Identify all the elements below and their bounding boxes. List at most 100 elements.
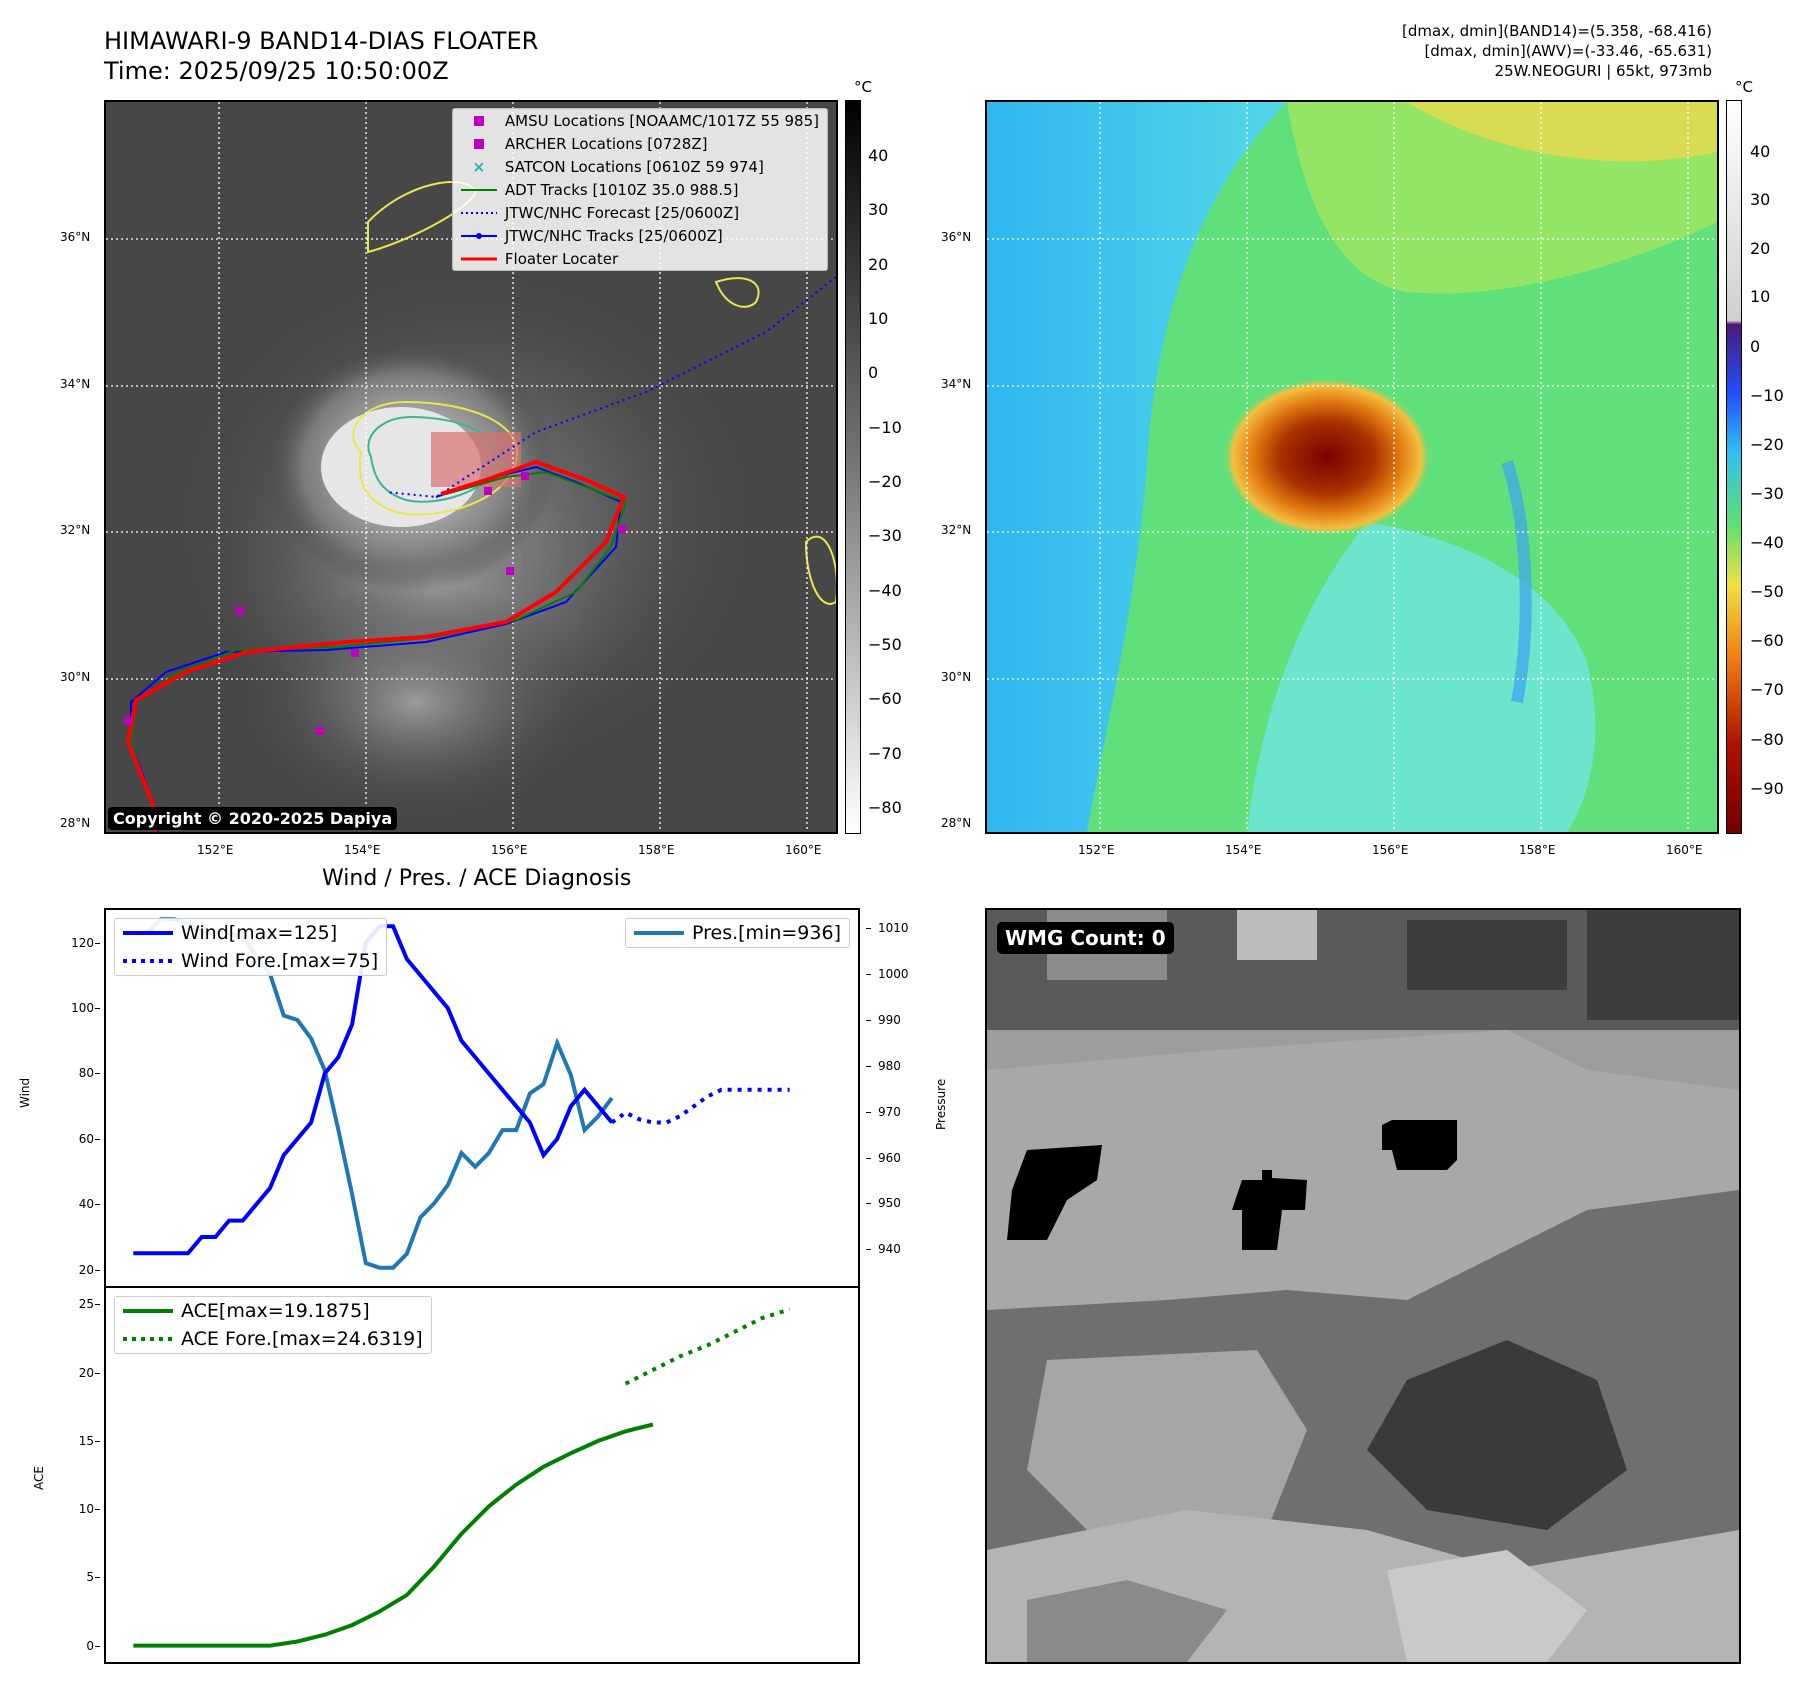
colorbar-tick: −70: [1750, 680, 1784, 699]
colorbar-tick: 40: [1750, 142, 1771, 161]
page-title: HIMAWARI-9 BAND14-DIAS FLOATER: [104, 27, 539, 55]
colorbar-tick: 40: [868, 146, 889, 165]
y-tick-mark: [866, 974, 871, 976]
copyright-badge: Copyright © 2020-2025 Dapiya: [108, 807, 398, 830]
colorbar-tick: −40: [1750, 533, 1784, 552]
wmg-panel: WMG Count: 0: [985, 908, 1741, 1664]
lon-label: 152°E: [1078, 843, 1115, 857]
colorbar-tick: −90: [1750, 779, 1784, 798]
colorbar-tick: −30: [868, 526, 902, 545]
y-tick-label: 20: [78, 1262, 94, 1277]
y-tick-mark: [95, 1509, 100, 1511]
legend-item-wind-forecast: Wind Fore.[max=75]: [123, 950, 379, 972]
y-tick-mark: [866, 1065, 871, 1067]
awv-map-panel: [985, 100, 1719, 834]
y-tick-mark: [95, 1440, 100, 1442]
amsu-archer-markers: [124, 472, 626, 735]
colorbar-tick: −40: [868, 581, 902, 600]
lat-label: 36°N: [60, 230, 91, 244]
colorbar-tick: −80: [1750, 730, 1784, 749]
colorbar-tick: −50: [868, 635, 902, 654]
wind-forecast-series: [610, 1087, 790, 1125]
ir-map-image: [106, 102, 836, 832]
y-tick-mark: [95, 1577, 100, 1579]
y-tick-mark: [95, 1304, 100, 1306]
y-tick-mark: [866, 1203, 871, 1205]
lat-label: 36°N: [941, 230, 972, 244]
colorbar-tick: 10: [1750, 287, 1771, 306]
legend-item-jtwc-forecast: JTWC/NHC Forecast [25/0600Z]: [460, 203, 740, 222]
colorbar-tick: −60: [1750, 631, 1784, 650]
colorbar-tick: −80: [868, 798, 902, 817]
y-tick-label: 10: [78, 1502, 94, 1517]
lat-label: 34°N: [941, 377, 972, 391]
y-tick-mark: [95, 1008, 100, 1010]
colorbar-tick: 20: [1750, 239, 1771, 258]
pressure-ylabel: Pressure: [934, 1078, 948, 1130]
lat-label: 30°N: [941, 670, 972, 684]
legend-item-ace: ACE[max=19.1875]: [123, 1300, 370, 1322]
lon-label: 160°E: [1666, 843, 1703, 857]
awv-map-image: [987, 102, 1717, 832]
y-tick-label: 60: [78, 1131, 94, 1146]
lon-label: 156°E: [491, 843, 528, 857]
awv-colorbar-ticks: 40 30 20 10 0 −10 −20 −30 −40 −50 −60 −7…: [1750, 100, 1795, 834]
y-tick-label: 15: [78, 1433, 94, 1448]
ir-colorbar-unit: °C: [854, 78, 872, 96]
colorbar-tick: 10: [868, 309, 889, 328]
lon-label: 158°E: [1519, 843, 1556, 857]
colorbar-tick: −60: [868, 689, 902, 708]
wmg-count-badge: WMG Count: 0: [997, 922, 1174, 954]
info-storm-status: 25W.NEOGURI | 65kt, 973mb: [1494, 62, 1712, 80]
pressure-yaxis: 1010 1000 990 980 970 960 950 940: [866, 908, 926, 1288]
lat-label: 32°N: [60, 523, 91, 537]
lon-label: 160°E: [785, 843, 822, 857]
colorbar-tick: 20: [868, 255, 889, 274]
y-tick-label: 960: [878, 1150, 901, 1165]
legend-item-amsu: AMSU Locations [NOAAMC/1017Z 55 985]: [453, 109, 827, 132]
ace-series: [133, 1422, 654, 1648]
wind-ylabel: Wind: [18, 1077, 32, 1108]
legend-item-jtwc-tracks: JTWC/NHC Tracks [25/0600Z]: [453, 224, 827, 247]
y-tick-label: 940: [878, 1242, 901, 1257]
colorbar-tick: −20: [868, 472, 902, 491]
colorbar-tick: −50: [1750, 582, 1784, 601]
y-tick-label: 950: [878, 1196, 901, 1211]
y-tick-label: 990: [878, 1013, 901, 1028]
lon-label: 158°E: [638, 843, 675, 857]
y-tick-label: 1000: [878, 967, 909, 982]
lat-label: 30°N: [60, 670, 91, 684]
y-tick-label: 1010: [878, 921, 909, 936]
lat-label: 34°N: [60, 377, 91, 391]
colorbar-tick: 30: [868, 200, 889, 219]
page-timestamp: Time: 2025/09/25 10:50:00Z: [104, 57, 449, 85]
awv-colorbar-unit: °C: [1735, 78, 1753, 96]
legend-item-wind: Wind[max=125]: [123, 922, 338, 944]
wind-yaxis: 120 100 80 60 40 20: [40, 908, 100, 1288]
colorbar-tick: 0: [868, 363, 879, 382]
y-tick-mark: [866, 1249, 871, 1251]
ace-plot: [133, 1307, 791, 1648]
ir-colorbar: [845, 100, 861, 834]
ace-yaxis: 25 20 15 10 5 0: [40, 1286, 100, 1664]
wmg-image: [987, 910, 1739, 1662]
colorbar-tick: −10: [868, 418, 902, 437]
ace-forecast-series: [624, 1307, 791, 1386]
y-tick-mark: [95, 1645, 100, 1647]
y-tick-mark: [866, 1020, 871, 1022]
y-tick-label: 970: [878, 1104, 901, 1119]
colorbar-tick: −20: [1750, 435, 1784, 454]
map-legend: AMSU Locations [NOAAMC/1017Z 55 985] ARC…: [451, 108, 828, 271]
lon-label: 154°E: [1225, 843, 1262, 857]
y-tick-mark: [95, 1269, 100, 1271]
diagnosis-title: Wind / Pres. / ACE Diagnosis: [322, 866, 632, 891]
y-tick-label: 40: [78, 1197, 94, 1212]
ace-chart: ACE[max=19.1875] ACE Fore.[max=24.6319]: [104, 1286, 860, 1664]
y-tick-mark: [95, 1204, 100, 1206]
lon-label: 156°E: [1372, 843, 1409, 857]
y-tick-mark: [866, 928, 871, 930]
y-tick-label: 20: [78, 1365, 94, 1380]
colorbar-tick: −10: [1750, 386, 1784, 405]
y-tick-label: 0: [86, 1638, 94, 1653]
legend-item-satcon: × SATCON Locations [0610Z 59 974]: [472, 157, 764, 176]
